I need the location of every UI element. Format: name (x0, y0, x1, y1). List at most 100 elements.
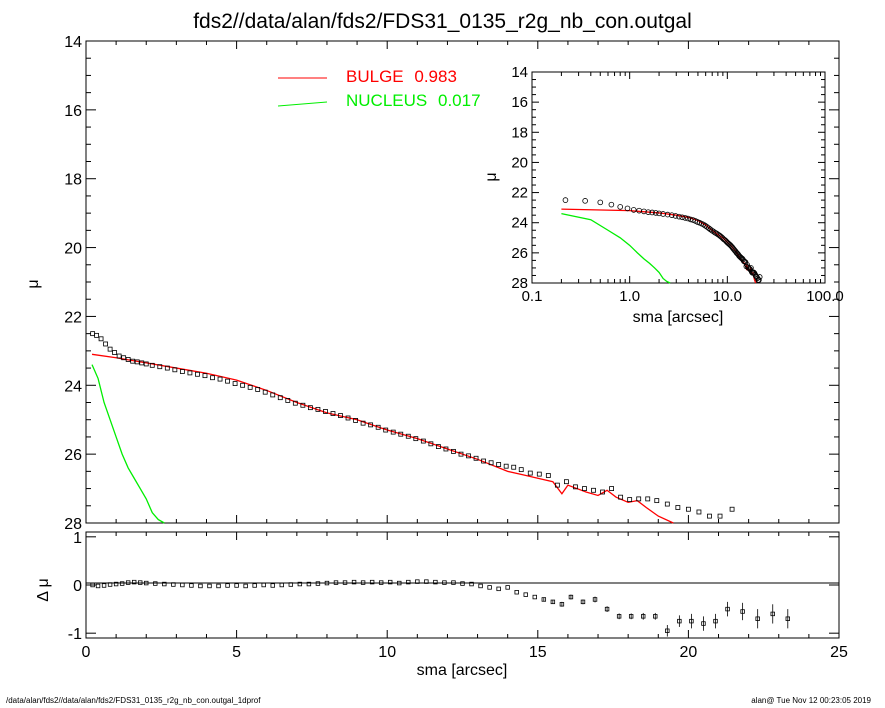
data-point (696, 509, 702, 515)
residual-point (785, 616, 790, 621)
residual-data (90, 579, 790, 637)
residual-point (478, 583, 483, 589)
residual-point (288, 582, 294, 587)
residual-point (306, 581, 312, 587)
residual-point (713, 618, 718, 624)
residual-point (755, 616, 760, 621)
residual-point (131, 579, 137, 585)
inset-data-point (742, 259, 749, 266)
x-tick-label: 25 (830, 644, 848, 661)
residual-point (550, 599, 556, 605)
inset-xtick-label: 100.0 (806, 288, 844, 305)
data-point (149, 362, 155, 368)
data-point (338, 413, 343, 418)
residual-point (107, 582, 113, 587)
data-point (353, 418, 358, 423)
data-point (125, 357, 131, 362)
data-point (179, 369, 185, 374)
residual-ylabel: Δ μ (35, 578, 52, 601)
residual-point (653, 614, 658, 619)
data-point (536, 471, 542, 477)
legend-bulge-label: BULGE 0.983 (346, 67, 457, 86)
data-point (368, 422, 374, 428)
data-point (717, 513, 723, 519)
data-point (360, 420, 366, 426)
residual-point (261, 582, 266, 588)
inset-data-point (562, 197, 569, 203)
inset-data-point (668, 212, 675, 218)
residual-point (469, 581, 474, 587)
inset-data-point (748, 265, 754, 271)
residual-point (460, 581, 465, 586)
data-point (398, 431, 404, 437)
data-point (187, 370, 193, 376)
data-point (94, 332, 99, 338)
inset-ytick-label: 24 (511, 215, 528, 232)
data-point (591, 487, 596, 493)
data-point (573, 484, 578, 490)
residual-point (113, 581, 119, 587)
data-point (210, 375, 215, 381)
residual-point (207, 583, 212, 589)
inset-data-point (664, 211, 671, 218)
data-point (323, 409, 328, 414)
inset-data (561, 197, 763, 284)
main-data (90, 331, 735, 524)
residual-point (406, 579, 411, 585)
residual-point (234, 583, 239, 588)
inset-xlabel: sma [arcsec] (633, 309, 724, 326)
inset-data-point (756, 277, 762, 283)
residual-point (665, 628, 670, 633)
inset-data-point (597, 199, 604, 206)
x-tick-label: 5 (232, 644, 241, 661)
residual-point (559, 602, 565, 607)
data-point (217, 376, 223, 382)
data-point (413, 436, 419, 442)
data-point (511, 464, 517, 470)
data-point (139, 360, 145, 366)
data-point (473, 455, 479, 461)
main-xlabel: sma [arcsec] (417, 662, 508, 679)
data-point (157, 364, 163, 370)
data-point (90, 331, 96, 337)
data-point (707, 513, 712, 519)
residual-ytick-label: -1 (68, 626, 82, 643)
data-point (420, 438, 426, 444)
data-point (545, 473, 551, 478)
data-point (130, 358, 136, 364)
data-point (300, 402, 306, 408)
residual-point (442, 580, 447, 585)
data-point (609, 486, 614, 491)
data-point (112, 350, 118, 355)
legend-nucleus-label: NUCLEUS 0.017 (346, 91, 481, 110)
residual-point (433, 579, 438, 585)
residual-point (505, 585, 510, 590)
residual-point (701, 621, 706, 626)
chart-title: fds2//data/alan/fds2/FDS31_0135_r2g_nb_c… (193, 10, 692, 33)
data-point (375, 424, 381, 430)
inset-data-point (672, 213, 679, 219)
data-point (664, 501, 670, 507)
legend-nucleus-swatch (277, 101, 328, 107)
data-point (315, 406, 321, 412)
data-point (527, 470, 533, 476)
inset-data-point (624, 205, 631, 212)
inset-ytick-label: 28 (511, 275, 528, 292)
residual-point (496, 586, 501, 592)
residual-point (424, 579, 429, 584)
residual-point (415, 579, 420, 584)
data-point (285, 398, 291, 403)
data-point (627, 497, 633, 502)
residual-point (369, 579, 375, 585)
residual-point (270, 583, 275, 588)
data-point (202, 373, 208, 379)
residual-point (523, 592, 528, 597)
data-point (240, 382, 246, 388)
data-point (600, 489, 605, 495)
residual-point (725, 606, 730, 612)
residual-point (397, 580, 402, 586)
inset-data-point (679, 214, 685, 221)
data-point (277, 395, 283, 401)
